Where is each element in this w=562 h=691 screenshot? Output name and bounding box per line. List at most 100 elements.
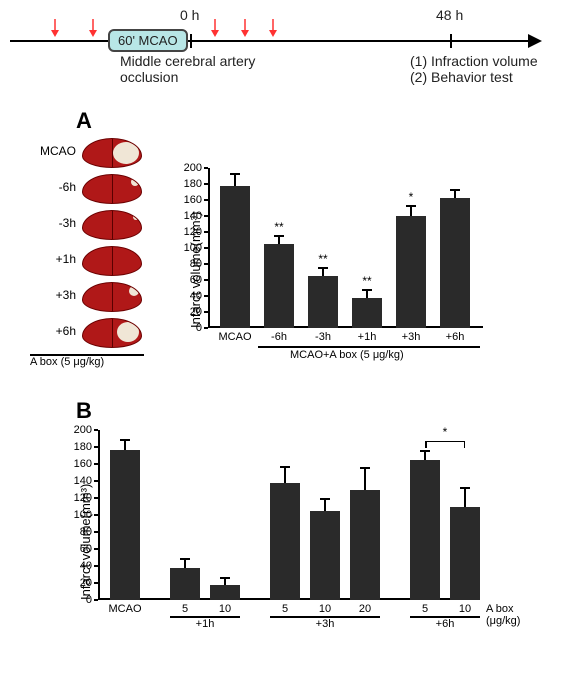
chartB-yticklabel: 200 (70, 424, 92, 436)
brain-label-0: MCAO (30, 144, 76, 158)
chartB-bar-1 (170, 568, 200, 600)
endpoint-line1: (1) Infraction volume (410, 53, 538, 69)
chartA-bar-4: * (396, 216, 426, 328)
chartA-ytick (204, 263, 208, 265)
chartB-xtick-6: 5 (404, 603, 446, 615)
brain-slice-1 (82, 174, 142, 204)
chartA-ytick (204, 215, 208, 217)
brain-label-3: +1h (30, 252, 76, 266)
chartA-bar-3: ** (352, 298, 382, 328)
panel-b-label: B (76, 398, 92, 424)
brain-label-5: +6h (30, 324, 76, 338)
red-arrow-4 (268, 19, 278, 37)
brain-label-2: -3h (30, 216, 76, 230)
chartA-ytick (204, 311, 208, 313)
brain-label-1: -6h (30, 180, 76, 194)
chartB-xtick-0: MCAO (104, 603, 146, 615)
chartB-yticklabel: 60 (70, 543, 92, 555)
chartB-ytick (94, 531, 98, 533)
chartA-yticklabel: 200 (180, 162, 202, 174)
chart-a-footer: MCAO+A box (5 μg/kg) (290, 349, 404, 361)
chartB-grouplabel-1: +3h (310, 618, 340, 630)
chartB-ytick (94, 514, 98, 516)
chart-b-bracket-sig: * (443, 425, 448, 439)
endpoint-line2: (2) Behavior test (410, 69, 538, 85)
mcao-box: 60' MCAO (108, 29, 188, 52)
chartA-yticklabel: 20 (180, 306, 202, 318)
chartA-bar-5 (440, 198, 470, 328)
chartA-yticklabel: 0 (180, 322, 202, 334)
chart-b: Infarct volume(mm³) 02040608010012014016… (70, 430, 500, 630)
chartB-yticklabel: 80 (70, 526, 92, 538)
chartB-ytick (94, 480, 98, 482)
chartA-sig-3: ** (362, 274, 371, 288)
label-48h: 48 h (436, 7, 463, 23)
chartA-yticklabel: 180 (180, 178, 202, 190)
chartB-ytick (94, 548, 98, 550)
brain-slice-4 (82, 282, 142, 312)
chartA-yticklabel: 100 (180, 242, 202, 254)
chartA-ytick (204, 183, 208, 185)
chartB-xtick-4: 10 (304, 603, 346, 615)
chartA-sig-4: * (409, 190, 414, 204)
chartA-xtick-5: +6h (432, 331, 478, 343)
chartB-yticklabel: 120 (70, 492, 92, 504)
brain-footer: A box (5 μg/kg) (30, 356, 104, 368)
chartB-unit-label: A box(μg/kg) (486, 603, 546, 627)
red-arrow-0 (50, 19, 60, 37)
chartB-grouplabel-0: +1h (190, 618, 220, 630)
chartB-xtick-2: 10 (204, 603, 246, 615)
chartB-ytick (94, 565, 98, 567)
chartB-yticklabel: 160 (70, 458, 92, 470)
chartA-bar-0 (220, 186, 250, 328)
chartB-bar-3 (270, 483, 300, 600)
brain-images: MCAO-6h-3h+1h+3h+6hA box (5 μg/kg) (30, 136, 170, 352)
chartA-ytick (204, 279, 208, 281)
chartB-xtick-5: 20 (344, 603, 386, 615)
tick-48h (450, 34, 452, 48)
chartA-bar-1: ** (264, 244, 294, 328)
chartA-yticklabel: 80 (180, 258, 202, 270)
chartA-sig-2: ** (318, 252, 327, 266)
chartB-bar-5 (350, 490, 380, 601)
tick-0h (190, 34, 192, 48)
red-arrow-3 (240, 19, 250, 37)
chartA-yticklabel: 40 (180, 290, 202, 302)
chartB-bar-7 (450, 507, 480, 601)
chartB-xtick-7: 10 (444, 603, 486, 615)
chart-a: Infarct volume(mm³) 02040608010012014016… (180, 168, 490, 348)
chartA-ytick (204, 231, 208, 233)
chartA-sig-1: ** (274, 220, 283, 234)
chartB-yticklabel: 40 (70, 560, 92, 572)
chartA-xtick-3: +1h (344, 331, 390, 343)
chartB-ytick (94, 582, 98, 584)
chartB-yticklabel: 0 (70, 594, 92, 606)
chartB-bar-0 (110, 450, 140, 600)
brain-slice-5 (82, 318, 142, 348)
chartA-xtick-2: -3h (300, 331, 346, 343)
chartB-yticklabel: 20 (70, 577, 92, 589)
chartA-xtick-1: -6h (256, 331, 302, 343)
chartA-yticklabel: 60 (180, 274, 202, 286)
timeline-arrowhead (528, 34, 542, 48)
timeline-diagram: 60' MCAO 0 h 48 h Middle cerebral artery… (10, 25, 540, 85)
chartA-xtick-0: MCAO (212, 331, 258, 343)
chartB-xtick-3: 5 (264, 603, 306, 615)
red-arrow-2 (210, 19, 220, 37)
chartA-ytick (204, 199, 208, 201)
timeline-axis (10, 40, 530, 42)
brain-slice-2 (82, 210, 142, 240)
chartA-yticklabel: 140 (180, 210, 202, 222)
chartB-ytick (94, 429, 98, 431)
chartA-yticklabel: 120 (180, 226, 202, 238)
chartA-ytick (204, 327, 208, 329)
label-0h: 0 h (180, 7, 199, 23)
chartB-yticklabel: 100 (70, 509, 92, 521)
endpoint-1: (1) Infraction volume (2) Behavior test (410, 53, 538, 85)
chart-b-bracket (425, 441, 465, 442)
chartB-bar-2 (210, 585, 240, 600)
chartA-ytick (204, 295, 208, 297)
chartA-ytick (204, 247, 208, 249)
brain-slice-3 (82, 246, 142, 276)
chartB-ytick (94, 446, 98, 448)
